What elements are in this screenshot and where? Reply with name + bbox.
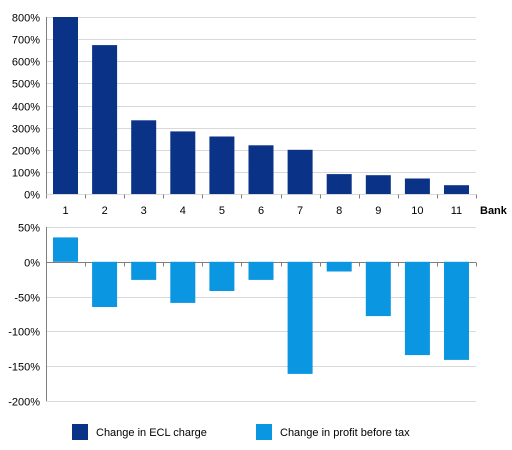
x-tick-label-bank-4: 4	[180, 205, 186, 217]
bottom-y-tick-label: -200%	[8, 397, 40, 409]
top-y-tick-label: 500%	[12, 79, 40, 91]
x-axis-label: Bank	[480, 205, 508, 217]
legend-swatch-ecl-charge	[72, 424, 88, 440]
x-tick-label-bank-9: 9	[375, 205, 381, 217]
bottom-bar-bank-8	[326, 261, 352, 272]
bottom-y-tick-label: 50%	[18, 223, 40, 235]
top-y-tick-label: 600%	[12, 57, 40, 69]
top-bar-bank-9	[365, 175, 391, 194]
chart-legend: Change in ECL charge Change in profit be…	[72, 424, 410, 440]
bottom-bar-bank-7	[287, 261, 313, 374]
x-tick-label-bank-1: 1	[62, 205, 68, 217]
top-bar-bank-1	[53, 17, 78, 194]
bottom-bar-bank-5	[209, 261, 235, 291]
bottom-bar-bank-6	[248, 261, 274, 280]
top-bar-bank-5	[209, 136, 235, 194]
top-bar-bank-2	[92, 45, 118, 194]
top-y-tick-label: 200%	[12, 146, 40, 158]
top-bar-bank-6	[248, 145, 274, 194]
x-tick-label-bank-6: 6	[258, 205, 264, 217]
top-bar-bank-10	[404, 178, 430, 194]
bottom-y-tick-label: -150%	[8, 362, 40, 374]
x-tick-label-bank-10: 10	[411, 205, 423, 217]
x-tick-label-bank-2: 2	[102, 205, 108, 217]
bottom-bar-bank-11	[444, 261, 469, 360]
x-tick-label-bank-7: 7	[297, 205, 303, 217]
bottom-y-tick-label: -100%	[8, 327, 40, 339]
top-y-tick-label: 300%	[12, 124, 40, 136]
top-bar-bank-11	[444, 185, 469, 194]
x-tick-label-bank-5: 5	[219, 205, 225, 217]
top-y-tick-label: 800%	[12, 13, 40, 25]
top-y-tick-label: 100%	[12, 168, 40, 180]
top-y-tick-label: 700%	[12, 35, 40, 47]
top-y-tick-label: 0%	[24, 190, 40, 202]
top-bar-bank-7	[287, 149, 313, 195]
x-tick-label-bank-8: 8	[336, 205, 342, 217]
x-tick-label-bank-11: 11	[451, 205, 462, 217]
legend-label-ecl-charge: Change in ECL charge	[96, 427, 207, 439]
bottom-bar-bank-2	[92, 261, 118, 307]
legend-swatch-profit-before-tax	[256, 424, 272, 440]
top-bar-bank-8	[326, 174, 352, 194]
top-chart-panel: 0% 100% 200% 300% 400% 500% 600% 700% 800% 1 2 3 4 5 6…	[12, 13, 508, 218]
bottom-bar-bank-9	[365, 261, 391, 317]
legend-label-profit-before-tax: Change in profit before tax	[280, 427, 410, 439]
bottom-y-tick-label: -50%	[14, 293, 40, 305]
x-tick-label-bank-3: 3	[141, 205, 147, 217]
bottom-bar-bank-1	[53, 237, 78, 262]
bottom-bar-bank-10	[404, 261, 430, 356]
bottom-bar-bank-3	[131, 261, 157, 280]
bottom-chart-panel: 50% 0% -50% -100% -150% -200%	[8, 223, 477, 409]
top-bar-bank-4	[170, 131, 196, 194]
top-bar-bank-3	[131, 120, 157, 194]
bottom-bar-bank-4	[170, 261, 196, 303]
top-y-tick-label: 400%	[12, 102, 40, 114]
bottom-y-tick-label: 0%	[24, 258, 40, 270]
